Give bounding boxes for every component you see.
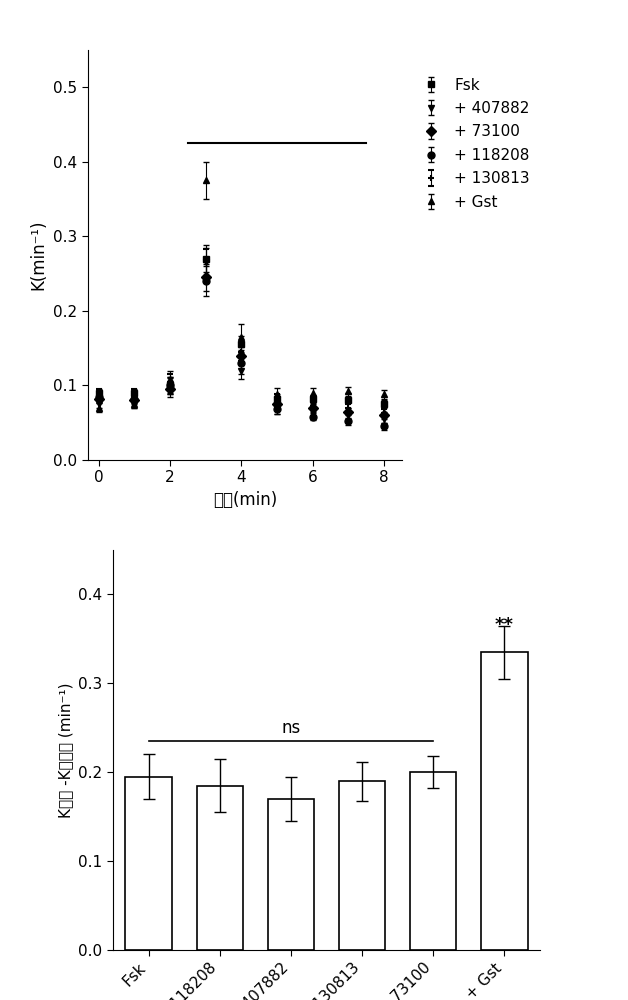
Y-axis label: K(min⁻¹): K(min⁻¹) (30, 220, 48, 290)
Bar (126, 777, 171, 950)
Bar (339, 781, 386, 950)
X-axis label: 时间(min): 时间(min) (213, 491, 277, 509)
Bar (268, 799, 314, 950)
Bar (410, 772, 457, 950)
Y-axis label: K峰値 -K基底値 (min⁻¹): K峰値 -K基底値 (min⁻¹) (58, 682, 73, 818)
Legend: Fsk, + 407882, + 73100, + 118208, + 130813, + Gst: Fsk, + 407882, + 73100, + 118208, + 1308… (416, 78, 529, 210)
Bar (482, 652, 528, 950)
Text: **: ** (495, 616, 514, 634)
Bar (197, 786, 243, 950)
Text: ns: ns (281, 719, 301, 737)
